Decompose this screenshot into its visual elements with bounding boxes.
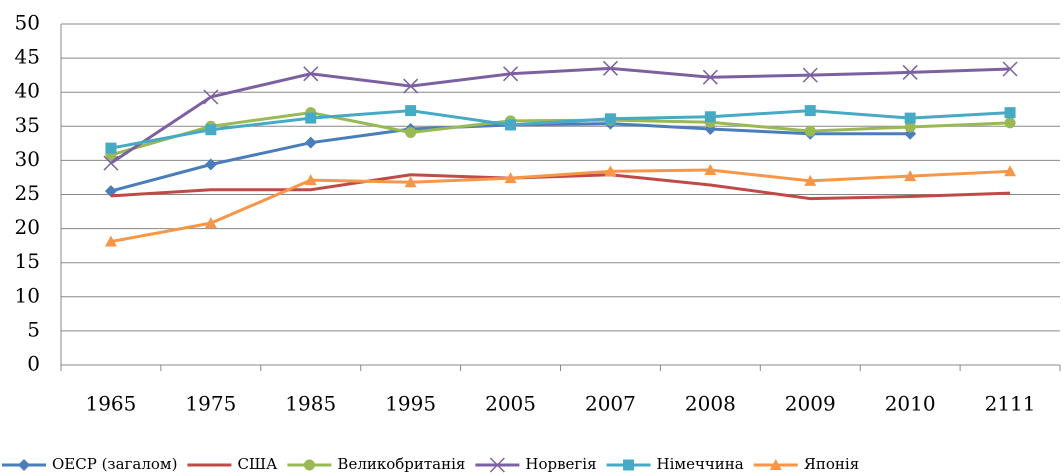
marker (804, 174, 817, 186)
marker (604, 165, 617, 177)
x-tick-label: 2008 (685, 392, 736, 416)
series-line (110, 66, 1011, 165)
y-tick-label: 20 (15, 215, 40, 239)
marker (504, 172, 517, 184)
marker (304, 174, 317, 186)
marker (1004, 165, 1017, 177)
marker (489, 457, 505, 473)
marker (503, 66, 519, 82)
marker (405, 105, 417, 117)
series-line (110, 109, 1011, 150)
marker (304, 136, 317, 149)
marker (804, 105, 816, 117)
marker (702, 69, 718, 85)
y-tick-label: 50 (15, 11, 40, 35)
y-tick-label: 45 (15, 45, 40, 69)
marker (505, 119, 517, 131)
marker (1004, 117, 1016, 129)
y-tick-label: 25 (15, 181, 40, 205)
marker (204, 158, 217, 171)
y-tick-label: 10 (15, 283, 40, 307)
y-tick-label: 40 (15, 79, 40, 103)
x-tick-label: 2009 (785, 392, 836, 416)
legend-label: США (237, 455, 278, 473)
marker (704, 163, 717, 175)
series-line (110, 173, 1011, 201)
marker (104, 235, 117, 247)
y-tick-label: 15 (15, 249, 40, 273)
marker (203, 89, 219, 105)
marker (405, 126, 417, 138)
marker (802, 67, 818, 83)
series-line (110, 168, 1011, 244)
legend: ОЕСР (загалом) США Великобританія Норвегія Н… (2, 455, 859, 473)
marker (604, 113, 616, 125)
marker (305, 112, 317, 124)
y-tick-label: 30 (15, 147, 40, 171)
x-tick-label: 2111 (985, 392, 1036, 416)
marker (204, 217, 217, 229)
marker (704, 111, 716, 123)
marker (769, 459, 782, 470)
marker (602, 60, 618, 76)
legend-label: Японія (804, 455, 859, 473)
legend-label: Німеччина (657, 455, 744, 473)
legend-label: Великобританія (337, 455, 465, 473)
x-tick-label: 2007 (585, 392, 636, 416)
x-tick-label: 1995 (385, 392, 436, 416)
x-tick-label: 1985 (285, 392, 336, 416)
marker (103, 155, 119, 171)
x-tick-label: 2010 (885, 392, 936, 416)
marker (403, 78, 419, 94)
marker (804, 125, 816, 137)
marker (1004, 107, 1016, 119)
legend-label: Норвегія (525, 455, 596, 473)
marker (205, 124, 217, 136)
marker (904, 170, 917, 182)
marker (105, 142, 117, 154)
y-tick-label: 35 (15, 113, 40, 137)
marker (104, 185, 117, 198)
legend-label: ОЕСР (загалом) (52, 455, 177, 473)
marker (902, 64, 918, 80)
marker (1002, 61, 1018, 77)
marker (904, 112, 916, 124)
marker (18, 459, 30, 471)
marker (623, 459, 635, 471)
y-tick-label: 5 (27, 317, 40, 341)
marker (904, 121, 916, 133)
marker (404, 176, 417, 188)
x-tick-label: 2005 (485, 392, 536, 416)
x-tick-label: 1965 (85, 392, 136, 416)
y-tick-label: 0 (27, 352, 40, 376)
x-tick-label: 1975 (185, 392, 236, 416)
marker (303, 459, 315, 471)
marker (303, 66, 319, 82)
